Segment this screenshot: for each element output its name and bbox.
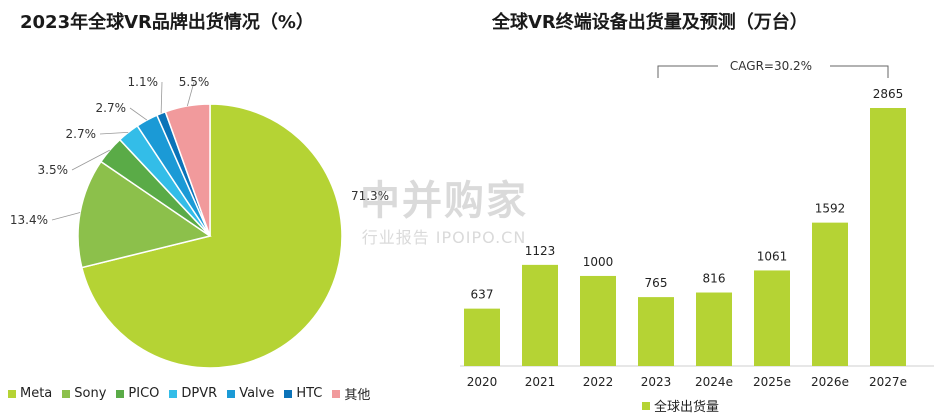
pie-legend-label: Sony [74,386,107,401]
pie-leader-line [51,212,81,221]
bar-2027e [870,108,906,366]
bar-2025e [754,270,790,366]
bar-value-label: 816 [703,272,726,286]
x-tick-label: 2020 [467,375,498,389]
bar-chart: 637 2020 1123 2021 1000 2022 765 2023 816 2024e 10… [460,59,934,389]
bar-2020 [464,308,500,366]
pie-legend-swatch [62,389,71,398]
pie-leader-line [99,131,129,135]
pie-legend-item: Sony [62,384,106,403]
bar-2026e [812,222,848,366]
pie-legend-label: 其他 [344,388,371,403]
pie-chart: 71.3%13.4%3.5%2.7%2.7%1.1% 5.5% [10,75,389,369]
bar-value-label: 1061 [757,249,788,263]
pie-leader-line [186,81,195,107]
pie-legend-item: HTC [284,384,322,403]
x-tick-label: 2027e [869,375,907,389]
pie-leader-line [129,107,148,121]
bar-legend-label: 全球出货量 [654,400,720,415]
bar-value-label: 1123 [525,244,556,258]
pie-legend-label: DPVR [181,386,218,401]
bar-2022 [580,275,616,366]
cagr-bracket-left [657,65,718,78]
pie-leader-line [71,149,110,171]
pie-legend-label: PICO [128,386,160,401]
bar-value-label: 765 [645,276,668,290]
pie-legend-swatch [116,389,125,398]
x-tick-label: 2023 [641,375,672,389]
pie-data-label: 1.1% [128,75,159,89]
bar-value-label: 2865 [873,87,904,101]
pie-legend: Meta Sony PICO DPVR Valve HTC 其他 [8,384,370,403]
pie-legend-item: DPVR [169,384,217,403]
bar-2023 [638,297,674,366]
bar-value-label: 1592 [815,202,846,216]
bar-value-label: 637 [471,288,494,302]
bar-value-label: 1000 [583,255,614,269]
pie-legend-swatch [8,389,16,398]
cagr-annotation: CAGR=30.2% [730,59,812,73]
bar-2024e [696,292,732,366]
pie-chart-title: 2023年全球VR品牌出货情况（%） [20,12,314,33]
pie-legend-item: Meta [8,384,52,403]
pie-slice-other [164,103,211,237]
pie-data-label: 5.5% [179,75,210,89]
pie-leader-line [160,81,163,114]
pie-legend-swatch [227,389,236,398]
pie-data-label: 2.7% [96,101,127,115]
pie-legend-label: Valve [239,386,275,401]
bar-legend-swatch [642,401,650,410]
pie-slice-sony [77,160,212,269]
cagr-bracket-right [830,65,889,78]
pie-legend-item: 其他 [332,384,370,403]
bar-chart-title: 全球VR终端设备出货量及预测（万台） [492,12,808,33]
x-tick-label: 2024e [695,375,733,389]
pie-legend-swatch [332,389,341,398]
x-tick-label: 2021 [525,375,556,389]
pie-slice-meta [80,103,343,369]
pie-legend-label: Meta [20,386,53,401]
pie-legend-swatch [284,389,293,398]
x-tick-label: 2026e [811,375,849,389]
x-tick-label: 2022 [583,375,614,389]
pie-legend-item: PICO [116,384,159,403]
x-tick-label: 2025e [753,375,791,389]
bar-legend: 全球出货量 [642,396,719,415]
pie-legend-item: Valve [227,384,274,403]
pie-data-label: 13.4% [10,213,48,227]
pie-legend-label: HTC [296,386,323,401]
pie-data-label: 3.5% [38,163,69,177]
pie-data-label: 71.3% [351,189,389,203]
bar-2021 [522,264,558,366]
pie-data-label: 2.7% [66,127,97,141]
pie-legend-swatch [169,389,178,398]
